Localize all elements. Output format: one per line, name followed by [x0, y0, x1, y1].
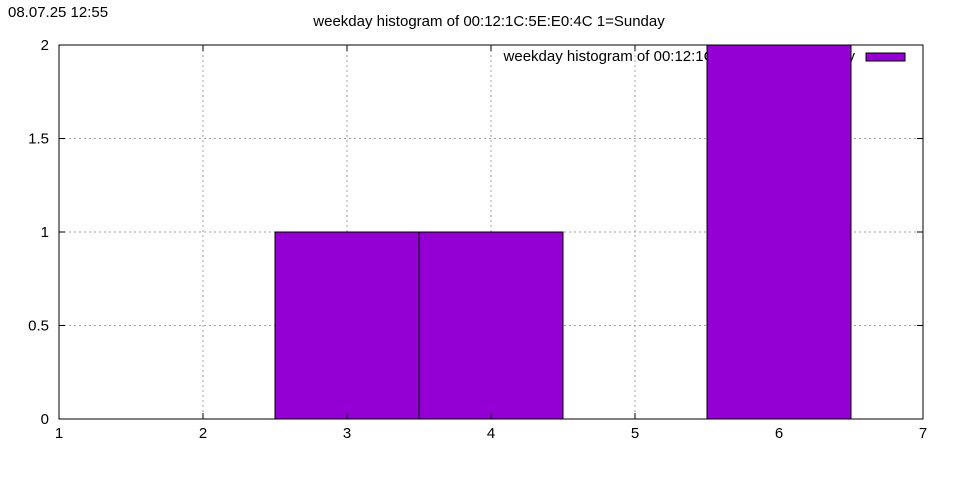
y-tick-label: 0	[41, 411, 49, 428]
legend-swatch	[865, 52, 906, 62]
y-tick-label: 2	[41, 37, 49, 54]
x-tick-label: 6	[775, 425, 783, 442]
y-tick-label: 1	[41, 224, 49, 241]
x-tick-label: 1	[55, 425, 63, 442]
timestamp: 08.07.25 12:55	[8, 4, 109, 21]
histogram-bar-overlay	[706, 44, 852, 420]
y-axis-ticks: 0 0.5 1 1.5 2	[28, 37, 923, 428]
x-tick-label: 2	[199, 425, 207, 442]
x-tick-label: 5	[631, 425, 639, 442]
histogram-bar	[418, 231, 564, 420]
y-tick-label: 0.5	[28, 318, 49, 335]
x-tick-label: 3	[343, 425, 351, 442]
x-tick-label: 7	[919, 425, 927, 442]
y-tick-label: 1.5	[28, 131, 49, 148]
chart-title: weekday histogram of 00:12:1C:5E:E0:4C 1…	[312, 13, 665, 30]
x-tick-label: 4	[487, 425, 495, 442]
histogram-bar	[274, 231, 420, 420]
x-axis-ticks: 1 2 3 4 5 6 7	[55, 45, 927, 442]
